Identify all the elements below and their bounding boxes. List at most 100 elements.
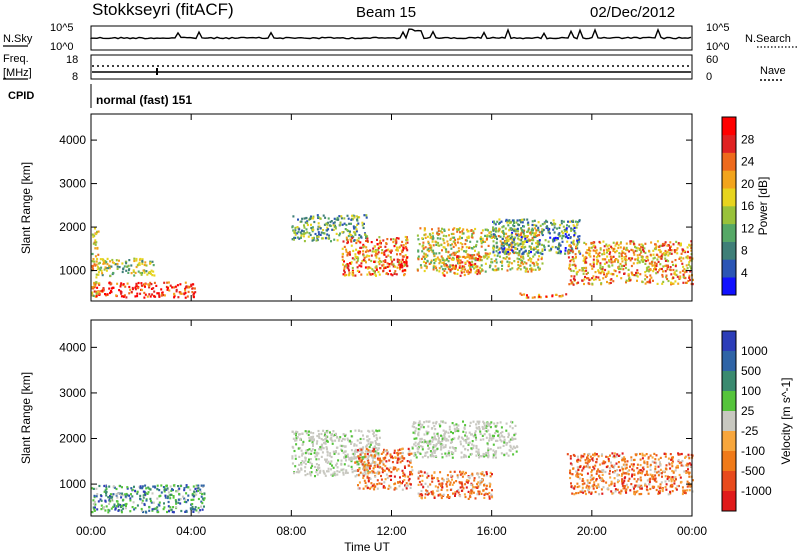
velocity-cell [448,425,451,428]
power-cell [336,239,339,242]
velocity-cell [691,479,694,482]
power-cell [653,264,656,267]
velocity-cell [446,474,449,477]
power-cell [620,254,623,257]
power-cell [666,244,669,247]
power-cell [362,258,365,262]
velocity-cell [175,506,178,509]
power-cell [93,281,96,285]
power-cell [376,253,379,256]
power-cell [442,239,445,242]
power-cell [534,268,537,271]
power-cell [507,263,510,266]
velocity-cell [373,471,376,474]
velocity-cell [375,429,378,432]
power-cell [525,235,528,238]
power-cell [466,230,469,233]
velocity-cell [463,453,466,457]
power-cell [585,269,588,272]
velocity-cell [141,501,144,505]
velocity-cell [633,473,636,476]
power-cell [127,268,130,272]
velocity-cell [588,460,590,463]
velocity-cell [347,455,350,458]
power-cell [613,260,616,263]
power-cell [614,270,617,273]
power-cell [431,228,433,231]
velocity-cell [421,423,424,426]
power-cell [357,222,360,225]
velocity-cell [621,467,624,470]
power-cell [432,244,435,247]
power-cell [399,263,402,266]
velocity-cell [317,452,320,455]
velocity-cell [417,451,420,454]
velocity-cell [358,468,361,471]
power-cell [674,263,677,266]
power-cell [303,232,306,235]
velocity-cell [488,491,491,495]
velocity-cell [145,498,148,501]
power-cell [512,245,515,249]
power-cell [669,241,672,244]
velocity-cell [388,468,390,471]
power-cell [428,232,431,236]
power-cell [441,231,444,234]
power-cell [395,248,398,252]
power-cell [592,263,595,266]
velocity-cell [467,443,470,446]
power-cell [516,247,519,251]
velocity-cell [435,444,437,447]
velocity-cell [477,485,480,488]
power-cell [574,220,577,223]
velocity-cell [646,485,648,488]
velocity-cell [446,496,449,499]
velocity-cell [391,456,394,460]
velocity-cell [320,455,323,458]
velocity-cell [436,477,439,480]
power-cell [347,252,350,255]
velocity-cell [460,481,463,484]
velocity-cell [688,462,691,465]
velocity-cell [304,470,306,473]
power-cell [362,226,365,229]
power-cell [533,219,536,222]
nsky-tick-bottom: 10^0 [50,41,74,53]
velocity-cell [677,453,680,456]
velocity-cell [164,494,167,497]
power-cell [522,231,525,234]
velocity-cell [404,466,406,469]
power-cell [320,231,323,234]
power-cell [632,251,635,254]
velocity-cell [644,473,647,477]
power-cell [363,256,366,259]
velocity-cell [411,469,414,472]
power-cell [661,242,664,246]
velocity-cell [369,471,371,474]
velocity-cell [466,481,469,484]
power-cell [500,244,503,247]
power-cell [135,282,138,285]
velocity-cell [441,439,444,443]
velocity-cell [615,455,618,458]
power-cell [476,240,479,243]
velocity-cell [653,470,656,473]
velocity-cell [414,429,417,432]
power-cell [620,257,623,260]
velocity-cell [596,486,598,489]
velocity-cell [393,451,396,454]
power-cell [345,248,348,251]
velocity-cell [478,455,481,458]
velocity-cell [409,486,412,489]
power-cell [495,261,498,264]
power-cell [511,241,514,244]
velocity-cell [614,469,617,473]
velocity-cell [630,463,633,466]
velocity-cell [487,429,490,432]
velocity-cell [607,487,609,490]
power-cell [343,265,346,268]
velocity-cell [372,450,375,453]
velocity-cell [658,461,661,464]
velocity-cell [362,446,365,449]
power-cell [446,244,449,247]
